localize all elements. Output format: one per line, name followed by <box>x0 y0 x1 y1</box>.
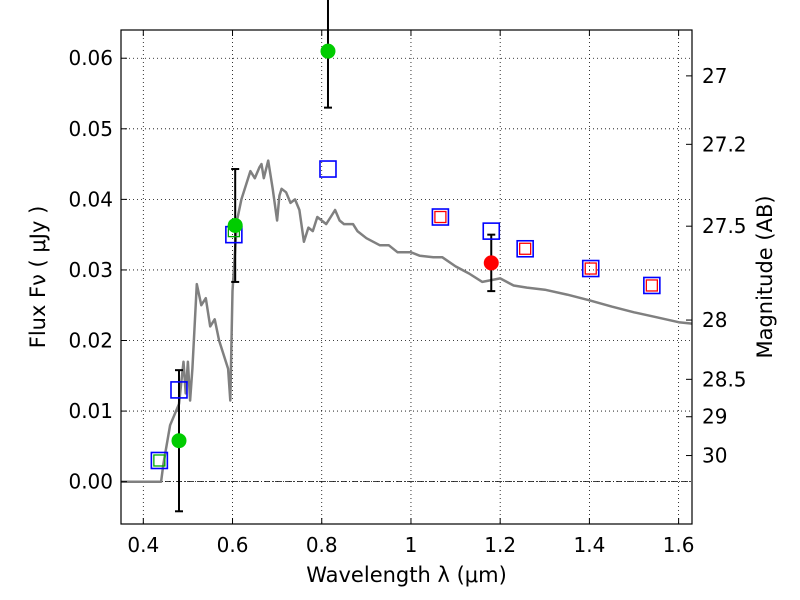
data-point-square <box>581 259 600 278</box>
y-tick-label: 0.00 <box>68 470 113 494</box>
data-markers <box>150 43 661 470</box>
right-tick-label: 27 <box>702 64 727 88</box>
x-tick-label: 1.6 <box>663 533 695 557</box>
x-tick-label: 1 <box>405 533 418 557</box>
data-point-inner-square <box>434 210 447 224</box>
data-point-inner-square <box>519 242 532 255</box>
y-tick-label: 0.03 <box>68 258 113 282</box>
data-point-circle <box>227 217 243 233</box>
y-tick-label: 0.05 <box>68 117 113 141</box>
tick-labels: 0.4 0.6 0.8 1 1.2 1.4 1.6 0.00 0.01 0.02 0.03 0.04 0… <box>68 46 746 557</box>
right-axis-label: Magnitude (AB) <box>753 195 777 358</box>
right-tick-label: 28 <box>702 308 727 332</box>
data-point-circle <box>483 255 499 271</box>
y-axis-label: Flux Fν ( μJy ) <box>26 206 50 349</box>
data-point-square <box>431 208 450 226</box>
right-tick-label: 27.2 <box>702 132 747 156</box>
y-tick-label: 0.06 <box>68 46 113 70</box>
y-tick-label: 0.02 <box>68 329 113 353</box>
x-tick-label: 0.8 <box>306 533 338 557</box>
data-point-square <box>482 222 501 240</box>
error-bars <box>174 0 496 513</box>
right-tick-label: 29 <box>702 405 727 429</box>
x-tick-label: 0.6 <box>217 533 249 557</box>
right-tick-label: 28.5 <box>702 367 747 391</box>
sed-template-line <box>121 159 693 483</box>
data-point-inner-square <box>153 454 166 467</box>
data-point-square <box>516 239 534 258</box>
data-point-inner-square <box>584 262 597 275</box>
data-point-square <box>150 451 169 470</box>
y-tick-label: 0.04 <box>68 187 113 211</box>
x-axis-label: Wavelength λ (μm) <box>306 563 507 587</box>
data-point-square <box>319 160 337 178</box>
sed-line-path <box>121 159 693 483</box>
axis-ticks <box>121 30 692 524</box>
right-tick-label: 27.5 <box>702 214 747 238</box>
grid-lines <box>121 30 692 524</box>
data-point-square <box>643 276 661 295</box>
x-tick-label: 0.4 <box>127 533 159 557</box>
x-tick-label: 1.4 <box>573 533 605 557</box>
data-point-inner-square <box>645 279 659 292</box>
data-point-circle <box>320 43 336 59</box>
y-tick-label: 0.01 <box>68 399 113 423</box>
data-point-circle <box>171 433 187 449</box>
x-tick-label: 1.2 <box>484 533 516 557</box>
data-point-square <box>170 381 188 399</box>
plot-frame <box>120 29 693 525</box>
right-tick-label: 30 <box>702 444 727 468</box>
